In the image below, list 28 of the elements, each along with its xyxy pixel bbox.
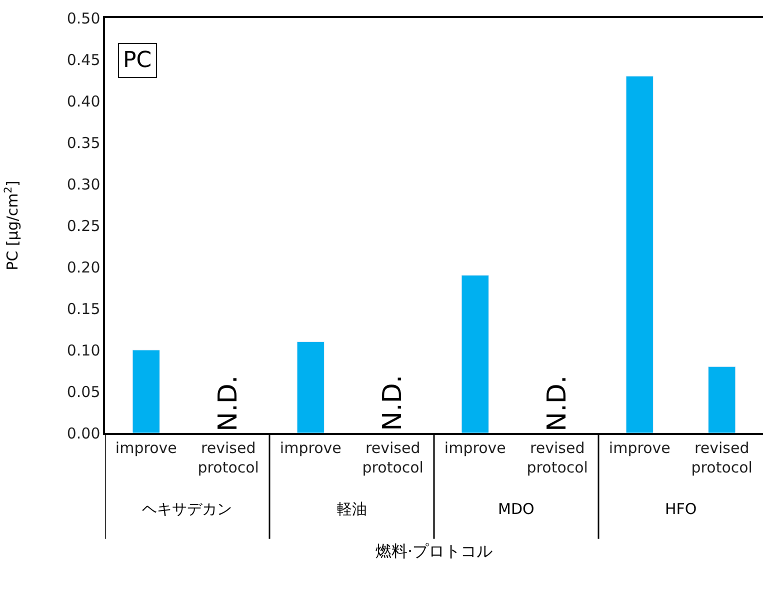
y-tick-label: 0.00 (66, 424, 100, 442)
text: MDO (498, 500, 534, 518)
text: N.D. (378, 374, 408, 431)
y-tick-label: 0.20 (66, 258, 100, 276)
text: ヘキサデカン (142, 500, 232, 518)
text: HFO (665, 500, 697, 518)
y-tick-label: 0.25 (66, 216, 100, 235)
x-axis-title: 燃料·プロトコル (375, 541, 493, 560)
x-tick-label: revised protocol (526, 438, 588, 476)
y-tick-label: 0.40 (66, 92, 100, 110)
x-tick-label: revised protocol (691, 438, 752, 476)
text: 軽油 (337, 500, 367, 518)
y-tick-label: 0.30 (66, 175, 100, 194)
x-tick-label: revised protocol (362, 438, 424, 476)
text: N.D. (213, 375, 244, 432)
y-tick-label: 0.05 (66, 382, 100, 401)
y-tick-label: 0.15 (66, 300, 100, 318)
x-tick-label: revised protocol (198, 438, 259, 476)
text: PC (123, 48, 152, 73)
x-tick-label: improve (444, 438, 506, 457)
text: N.D. (542, 375, 572, 432)
x-tick-label: improve (280, 438, 342, 457)
x-tick-label: improve (115, 438, 177, 457)
y-tick-label: 0.45 (66, 50, 100, 69)
y-tick-label: 0.10 (66, 341, 100, 360)
y-tick-label: 0.35 (66, 134, 100, 152)
x-tick-label: improve (608, 438, 670, 457)
y-tick-label: 0.50 (66, 9, 100, 28)
